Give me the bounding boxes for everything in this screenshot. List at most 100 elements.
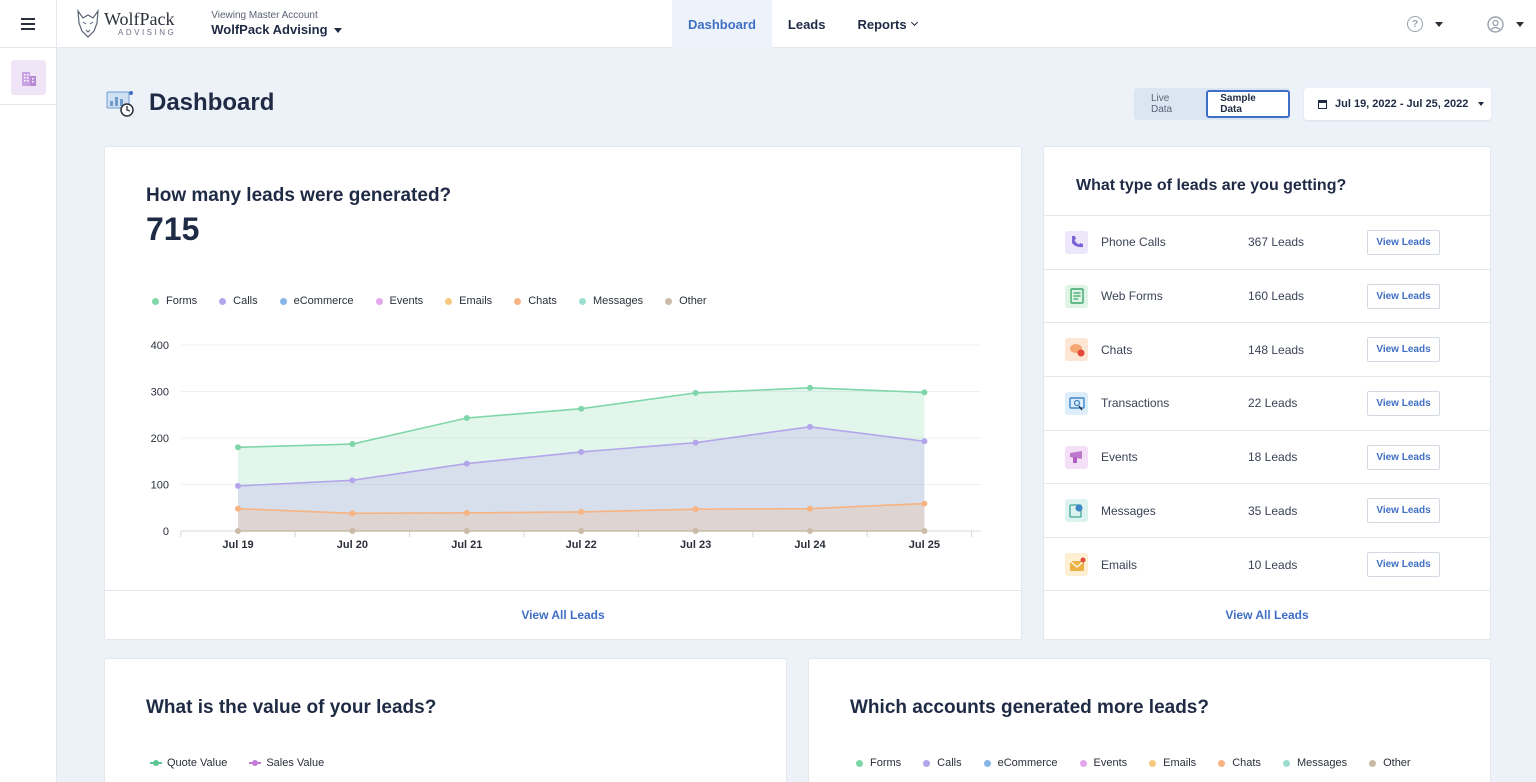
view-all-leads-link[interactable]: View All Leads [1044,590,1490,639]
legend-dot-marker [445,297,453,305]
legend-label: eCommerce [997,757,1058,769]
x-tick-label: Jul 24 [794,539,826,551]
legend-item[interactable]: Chats [1218,757,1261,769]
legend-label: Events [389,295,424,307]
date-range-picker[interactable]: Jul 19, 2022 - Jul 25, 2022 [1304,88,1491,120]
live-data-option[interactable]: Live Data [1151,93,1173,115]
legend-item[interactable]: Messages [1282,757,1347,769]
legend-dot-marker [983,759,991,767]
tab-reports[interactable]: Reports [841,0,932,48]
leads-card-title: How many leads were generated? [146,185,452,206]
sample-data-option[interactable]: Sample Data [1206,90,1290,118]
data-point [578,405,585,412]
brand-name: WolfPack [104,9,175,29]
data-point [692,506,699,513]
legend-label: Calls [233,295,258,307]
legend-dot-marker [1218,759,1226,767]
legend-item[interactable]: Emails [445,295,492,307]
legend-item[interactable]: Forms [152,295,197,307]
y-tick-label: 400 [151,340,169,352]
legend-dot-marker [514,297,522,305]
view-all-leads-link[interactable]: View All Leads [105,590,1021,639]
legend-item[interactable]: eCommerce [983,757,1058,769]
data-point [463,528,470,534]
lead-value-legend: Quote Value Sales Value [150,757,346,769]
leads-total: 715 [146,211,200,247]
lead-type-count: 22 Leads [1248,396,1298,411]
legend-item[interactable]: Sales Value [249,757,324,769]
legend-item[interactable]: Calls [923,757,962,769]
phone-icon [1065,230,1088,254]
menu-icon[interactable] [0,0,57,48]
x-tick-label: Jul 23 [680,539,711,551]
legend-dot-marker [923,759,931,767]
legend-item[interactable]: Events [375,295,424,307]
legend-dot-marker [1369,759,1377,767]
legend-label: Events [1093,757,1128,769]
data-point [807,423,813,430]
message-icon [1065,499,1088,523]
account-value: WolfPack Advising [211,22,342,38]
legend-label: Emails [459,295,493,307]
lead-type-name: Emails [1101,557,1138,572]
page-title: Dashboard [149,89,275,116]
lead-type-count: 367 Leads [1248,235,1305,250]
sidebar-item-accounts[interactable] [11,60,46,95]
data-mode-toggle: Live Data Sample Data [1134,88,1290,120]
account-switcher[interactable]: Viewing Master Account WolfPack Advising [211,10,342,38]
view-leads-button[interactable]: View Leads [1367,444,1440,470]
view-leads-button[interactable]: View Leads [1367,337,1440,363]
data-point [807,505,813,512]
accounts-leads-card: Which accounts generated more leads? For… [808,658,1491,782]
view-leads-button[interactable]: View Leads [1367,552,1440,578]
tab-dashboard[interactable]: Dashboard [672,0,772,48]
data-point [692,528,699,534]
legend-dot-marker [1282,759,1290,767]
building-icon [21,71,36,86]
user-icon [1487,15,1504,33]
legend-dot-marker [219,297,227,305]
legend-item[interactable]: Other [1369,757,1411,769]
user-menu-button[interactable] [1487,15,1524,33]
brand-logo[interactable]: WolfPack ADVISING [75,8,176,39]
caret-down-icon [1435,21,1443,27]
legend-item[interactable]: Events [1079,757,1128,769]
lead-type-count: 18 Leads [1248,450,1298,465]
chat-icon [1065,338,1088,362]
view-leads-button[interactable]: View Leads [1367,498,1440,524]
legend-dot-marker [152,297,159,305]
y-tick-label: 100 [151,480,169,492]
legend-item[interactable]: Quote Value [150,757,227,769]
tab-leads[interactable]: Leads [787,16,826,32]
help-menu-button[interactable]: ? [1407,16,1443,32]
legend-dot-marker [375,297,383,305]
lead-type-name: Events [1101,450,1138,465]
view-leads-button[interactable]: View Leads [1367,229,1440,255]
legend-label: Forms [166,295,198,307]
legend-item[interactable]: eCommerce [279,295,354,307]
legend-item[interactable]: Other [665,295,707,307]
legend-label: Chats [1232,757,1261,769]
help-icon: ? [1407,16,1423,32]
legend-item[interactable]: Calls [219,295,258,307]
data-point [463,509,470,516]
lead-type-count: 148 Leads [1248,342,1305,357]
lead-value-card: What is the value of your leads? Quote V… [104,658,787,782]
legend-item[interactable]: Forms [856,757,901,769]
data-point [807,528,813,534]
legend-dot-marker [856,759,863,767]
view-leads-button[interactable]: View Leads [1367,283,1440,309]
legend-label: Messages [592,295,644,307]
legend-item[interactable]: Chats [514,295,557,307]
wolf-logo-icon [77,8,99,38]
legend-dot-marker [279,297,287,305]
area-calls [238,426,925,531]
caret-down-icon [1516,21,1524,27]
lead-type-row: Web Forms 160 Leads View Leads [1044,270,1490,324]
legend-label: Quote Value [167,757,228,769]
view-leads-button[interactable]: View Leads [1367,390,1440,416]
data-point [463,460,470,467]
legend-line-marker [249,760,262,766]
legend-item[interactable]: Messages [578,295,644,307]
legend-item[interactable]: Emails [1149,757,1196,769]
